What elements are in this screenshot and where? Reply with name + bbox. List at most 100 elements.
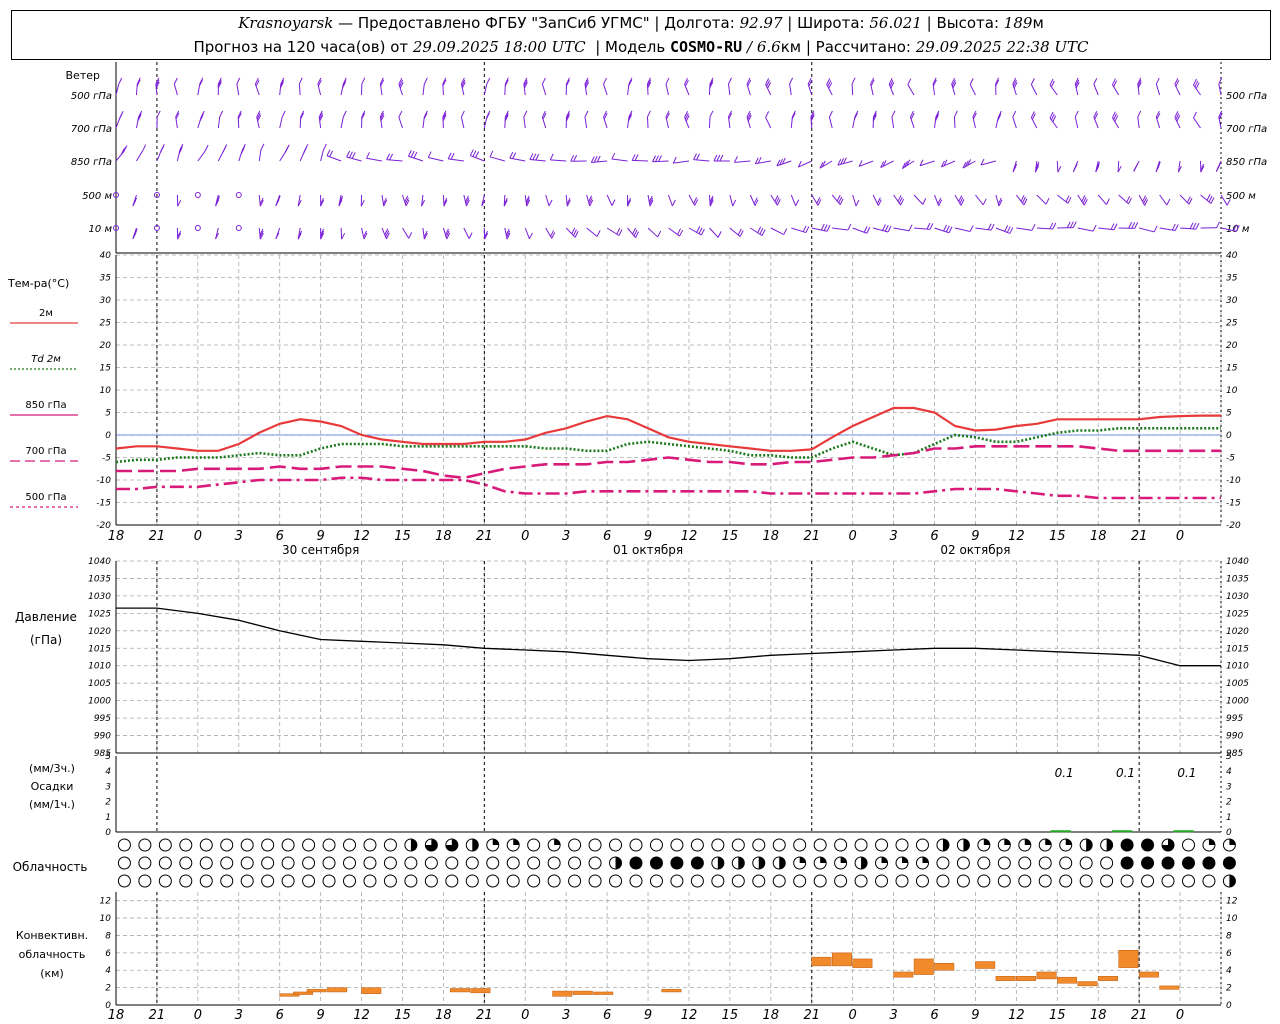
temp-xtick: 9 <box>316 529 324 544</box>
cloud-cover-icon <box>649 856 663 870</box>
cloud-cover-icon <box>1222 856 1236 870</box>
wind-barb-feather <box>1066 221 1071 228</box>
wind-barb-feather <box>442 114 447 122</box>
wind-barb-shaft <box>442 227 448 240</box>
wind-barb-feather <box>379 77 384 85</box>
wind-barb-shaft <box>837 160 853 166</box>
wind-barb-feather <box>320 199 325 207</box>
wind-barb-feather <box>216 195 221 203</box>
wind-barb-icon <box>398 77 404 96</box>
wind-barb-feather <box>1096 161 1101 169</box>
cloud-fill <box>717 857 724 869</box>
cloud-cover-icon <box>1079 838 1093 852</box>
wind-barb-feather <box>281 110 286 118</box>
station-name: Krasnoyarsk <box>238 14 334 32</box>
wind-barb-feather <box>900 198 905 206</box>
wind-level-label: 500 гПа <box>71 91 112 102</box>
wind-barb-icon <box>995 110 1002 129</box>
wind-barb-feather <box>647 77 651 85</box>
cloud-circle <box>240 874 254 888</box>
wind-barb-shaft <box>1139 227 1155 233</box>
pressure-title: Давление <box>15 610 77 624</box>
wind-barb-feather <box>405 199 410 207</box>
wind-barb-icon <box>381 227 390 239</box>
wind-barb-feather <box>732 199 737 207</box>
wind-barb-icon <box>684 111 690 129</box>
wind-barb-feather <box>1218 112 1223 120</box>
wind-barb-feather <box>628 112 633 120</box>
wind-barb-shaft <box>550 159 567 162</box>
cloud-circle <box>956 874 970 888</box>
cloud-cover-icon <box>977 838 991 852</box>
wind-barb-shaft <box>1093 84 1099 96</box>
wind-barb-icon <box>565 110 570 129</box>
wind-barb-feather <box>481 199 486 207</box>
wind-barb-feather <box>1174 224 1179 231</box>
wind-barb-feather <box>385 230 390 237</box>
conv-xtick: 18 <box>435 1008 452 1023</box>
wind-barb-shaft <box>880 160 894 169</box>
cloud-circle <box>977 856 991 870</box>
cloud-cover-icon <box>383 856 397 870</box>
wind-barb-feather <box>945 225 950 233</box>
pressure-ytick-right: 1040 <box>1226 557 1249 567</box>
wind-barb-icon <box>627 77 633 96</box>
cloud-circle <box>527 838 541 852</box>
cloud-cover-icon <box>138 856 152 870</box>
wind-barb-feather <box>256 110 261 118</box>
wind-barb-feather <box>136 77 141 85</box>
wind-barb-icon <box>361 110 366 129</box>
wind-barb-feather <box>1156 161 1161 169</box>
wind-barb-feather <box>1137 77 1142 85</box>
wind-barb-feather <box>1045 197 1050 205</box>
wind-barb-feather <box>363 230 368 238</box>
wind-level-label: 700 гПа <box>71 124 112 135</box>
wind-barb-shaft <box>236 83 240 96</box>
wind-barb-shaft <box>872 194 879 206</box>
wind-barb-feather <box>1013 163 1018 171</box>
wind-barb-icon <box>746 110 752 129</box>
wind-barb-feather <box>593 156 598 163</box>
wind-barb-feather <box>1075 79 1080 87</box>
wind-barb-feather <box>628 110 633 118</box>
wind-barb-icon <box>688 226 705 236</box>
wind-barb-feather <box>943 159 948 167</box>
wind-barb-icon <box>524 227 533 240</box>
cloud-cover-icon <box>875 838 889 852</box>
conv-unit: (км) <box>40 967 64 980</box>
wind-barb-icon <box>940 159 956 168</box>
wind-barb-feather <box>805 226 810 233</box>
wind-barb-icon <box>934 224 953 234</box>
wind-barb-icon <box>1174 111 1181 129</box>
wind-barb-feather <box>1218 77 1223 85</box>
wind-barb-shaft <box>422 227 425 240</box>
wind-barb-icon <box>907 78 915 96</box>
wind-barb-icon <box>969 78 976 96</box>
wind-barb-feather <box>236 77 241 85</box>
wind-barb-icon <box>176 143 184 162</box>
wind-barb-feather <box>808 79 813 87</box>
wind-barb-icon <box>665 77 670 96</box>
wind-barb-shaft <box>891 116 895 129</box>
wind-barb-shaft <box>503 194 506 207</box>
cloud-cover-icon <box>834 874 848 888</box>
cloud-circle <box>670 874 684 888</box>
wind-barb-icon <box>398 110 403 129</box>
wind-barb-icon <box>320 143 327 162</box>
temp-xtick: 21 <box>476 529 493 544</box>
wind-barb-shaft <box>258 227 261 240</box>
wind-level-label: 500 м <box>82 191 112 202</box>
wind-barb-feather <box>302 148 307 155</box>
wind-barb-icon <box>447 152 464 162</box>
wind-barb-icon <box>215 227 219 240</box>
cloud-cover-icon <box>445 874 459 888</box>
wind-barb-feather <box>1006 226 1011 233</box>
wind-barb-icon <box>1200 194 1215 204</box>
wind-barb-feather <box>836 194 841 202</box>
temp-legend-label: Td 2м <box>31 354 61 365</box>
wind-barb-icon <box>523 110 528 129</box>
wind-barb-feather <box>1083 199 1088 206</box>
wind-barb-feather <box>959 197 964 204</box>
wind-barb-icon <box>115 110 124 129</box>
cloud-cover-icon <box>629 874 643 888</box>
